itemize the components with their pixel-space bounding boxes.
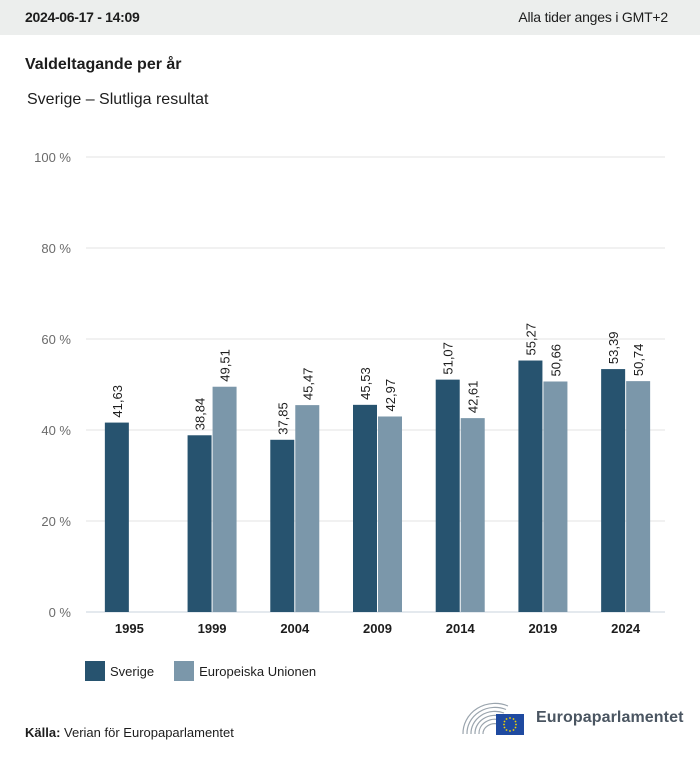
- data-label: 49,51: [218, 349, 233, 382]
- top-bar: 2024-06-17 - 14:09 Alla tider anges i GM…: [0, 0, 700, 35]
- legend-item-eu[interactable]: Europeiska Unionen: [174, 661, 316, 681]
- bar-eu: [460, 418, 485, 612]
- timezone-note: Alla tider anges i GMT+2: [518, 9, 668, 25]
- bar-sverige: [187, 435, 212, 612]
- bar-sverige: [353, 404, 377, 612]
- data-label: 50,66: [548, 344, 563, 377]
- bar-eu: [543, 381, 568, 612]
- legend-label: Europeiska Unionen: [199, 663, 317, 679]
- bar-eu: [626, 381, 651, 612]
- data-label: 50,74: [631, 344, 646, 377]
- bar-sverige: [518, 360, 543, 612]
- timestamp: 2024-06-17 - 14:09: [25, 9, 140, 25]
- legend-swatch-sverige: [85, 661, 105, 681]
- data-label: 41,63: [110, 385, 125, 418]
- x-tick-label: 2014: [446, 621, 476, 636]
- legend-swatch-eu: [174, 661, 195, 681]
- x-tick-label: 1999: [198, 621, 227, 636]
- european-parliament-hemicycle-eu-flag-icon: [462, 702, 524, 735]
- source-text: Verian för Europaparlamentet: [64, 725, 234, 740]
- x-tick-label: 2004: [280, 621, 310, 636]
- chart-subtitle: Sverige – Slutliga resultat: [27, 91, 209, 108]
- data-label: 37,85: [275, 402, 290, 435]
- x-tick-label: 1995: [115, 621, 144, 636]
- y-tick-label: 20 %: [41, 514, 71, 529]
- bar-eu: [212, 386, 237, 612]
- y-tick-label: 40 %: [41, 423, 71, 438]
- source-label: Källa:: [25, 725, 61, 740]
- europarl-logo[interactable]: Europaparlamentet: [460, 700, 684, 736]
- x-tick-label: 2009: [363, 621, 392, 636]
- data-label: 42,97: [383, 379, 398, 412]
- y-tick-label: 80 %: [41, 241, 71, 256]
- bar-eu: [378, 416, 402, 612]
- legend-item-sverige[interactable]: Sverige: [85, 661, 154, 681]
- logo-text: Europaparlamentet: [536, 709, 684, 726]
- y-tick-label: 60 %: [41, 332, 71, 347]
- bar-sverige: [104, 422, 129, 612]
- data-label: 45,53: [358, 367, 373, 400]
- bar-eu: [295, 405, 320, 612]
- x-tick-label: 2024: [611, 621, 641, 636]
- data-label: 51,07: [441, 342, 456, 375]
- data-label: 53,39: [606, 332, 621, 365]
- bar-chart: 0 % 20 % 40 % 60 % 80 % 100 % 41,63 1995 38,84 49…: [34, 150, 665, 636]
- legend: Sverige Europeiska Unionen: [85, 661, 336, 681]
- legend-label: Sverige: [110, 663, 155, 679]
- bar-sverige: [270, 439, 295, 612]
- source-note: Källa: Verian för Europaparlamentet: [25, 725, 234, 740]
- data-label: 45,47: [300, 368, 315, 401]
- y-tick-label: 0 %: [49, 605, 72, 620]
- x-tick-label: 2019: [528, 621, 557, 636]
- bar-sverige: [601, 369, 626, 612]
- y-tick-label: 100 %: [34, 150, 71, 165]
- chart-title: Valdeltagande per år: [25, 56, 182, 73]
- data-label: 55,27: [523, 323, 538, 356]
- data-label: 38,84: [193, 398, 208, 431]
- data-label: 42,61: [466, 381, 481, 414]
- bar-sverige: [435, 379, 460, 612]
